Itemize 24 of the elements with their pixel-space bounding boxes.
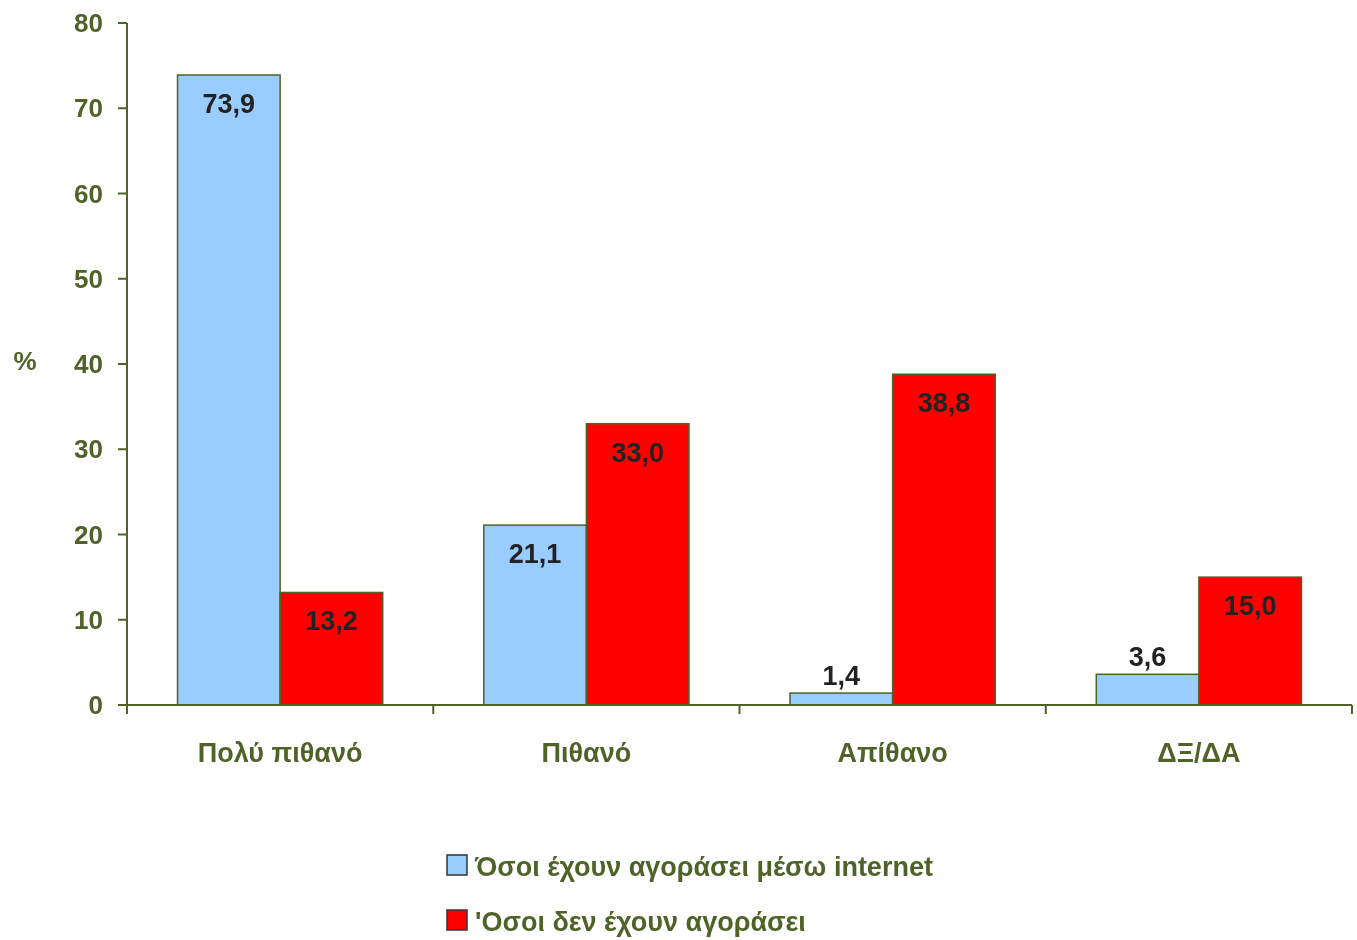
data-label: 13,2 [305,606,358,637]
y-axis-title: % [13,346,37,376]
data-label: 15,0 [1223,591,1277,622]
x-tick-label: Πιθανό [541,738,632,768]
y-tick-label: 40 [74,349,103,379]
data-label: 3,6 [1128,642,1167,673]
y-tick-label: 0 [88,690,103,720]
x-tick-label: ΔΞ/ΔΑ [1157,738,1241,768]
x-tick-label: Απίθανο [837,738,948,768]
legend-label: 'Οσοι δεν έχουν αγοράσει [475,907,806,937]
data-label: 21,1 [508,539,562,570]
y-tick-label: 70 [74,93,103,124]
data-label: 73,9 [202,89,256,119]
y-tick-label: 30 [74,434,103,465]
y-tick-label: 50 [74,263,103,294]
y-tick-label: 60 [74,178,103,209]
data-label: 33,0 [611,437,664,468]
data-label: 1,4 [822,661,861,692]
x-tick-label: Πολύ πιθανό [197,738,363,768]
y-tick-label: 80 [74,8,103,38]
legend-label: Όσοι έχουν αγοράσει μέσω internet [474,852,933,882]
y-tick-label: 10 [74,604,103,635]
data-label: 38,8 [917,388,971,419]
y-tick-label: 20 [74,519,103,550]
